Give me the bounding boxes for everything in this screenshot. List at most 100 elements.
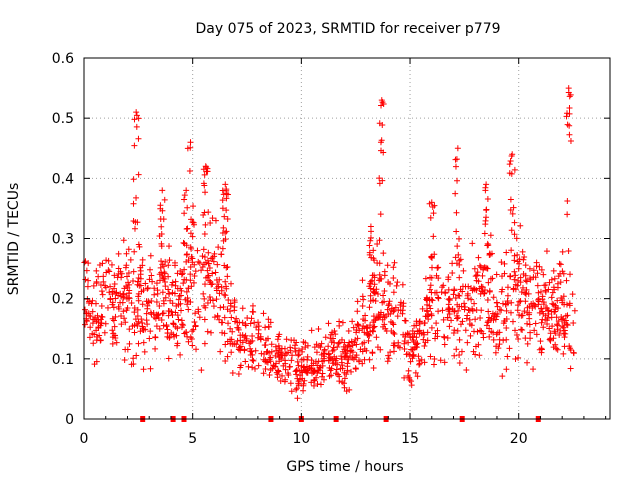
data-point: [107, 283, 114, 290]
peak-point: [452, 156, 459, 163]
data-point: [431, 355, 438, 362]
data-point: [93, 267, 100, 274]
peak-point: [201, 171, 208, 178]
peak-point: [456, 235, 463, 242]
data-point: [336, 339, 343, 346]
data-point: [424, 297, 431, 304]
data-point: [385, 355, 392, 362]
peak-point: [220, 224, 227, 231]
data-point: [174, 342, 181, 349]
data-point: [371, 323, 378, 330]
data-point: [462, 327, 469, 334]
data-point: [172, 278, 179, 285]
data-point: [425, 316, 432, 323]
data-point: [461, 300, 468, 307]
peak-point: [452, 163, 459, 170]
peak-point: [564, 121, 571, 128]
data-point: [160, 322, 167, 329]
data-point: [112, 295, 119, 302]
data-point: [414, 373, 421, 380]
data-point: [97, 337, 104, 344]
data-point: [551, 275, 558, 282]
data-point: [200, 246, 207, 253]
x-tick-label: 0: [80, 431, 89, 447]
peak-point: [183, 187, 190, 194]
data-point: [224, 273, 231, 280]
data-point: [247, 345, 254, 352]
data-point: [354, 308, 361, 315]
data-point: [123, 250, 130, 257]
data-point: [177, 351, 184, 358]
peak-point: [158, 223, 165, 230]
data-point: [204, 273, 211, 280]
data-point: [159, 310, 166, 317]
data-point: [539, 316, 546, 323]
data-point: [320, 350, 327, 357]
data-point: [465, 283, 472, 290]
data-point: [153, 280, 160, 287]
data-point: [367, 292, 374, 299]
data-point: [487, 251, 494, 258]
data-point: [415, 353, 422, 360]
data-point: [209, 255, 216, 262]
data-point: [97, 281, 104, 288]
data-point: [532, 320, 539, 327]
data-point: [178, 287, 185, 294]
data-point: [390, 329, 397, 336]
data-point: [242, 322, 249, 329]
data-point: [342, 350, 349, 357]
data-point: [472, 316, 479, 323]
data-point: [115, 265, 122, 272]
data-point: [205, 260, 212, 267]
data-point: [180, 322, 187, 329]
data-point: [166, 257, 173, 264]
data-point: [208, 281, 215, 288]
data-point: [168, 281, 175, 288]
data-point: [138, 288, 145, 295]
data-point: [534, 282, 541, 289]
data-point: [408, 382, 415, 389]
data-point: [287, 344, 294, 351]
data-point: [526, 321, 533, 328]
data-point: [169, 289, 176, 296]
data-point: [427, 282, 434, 289]
peak-point: [482, 217, 489, 224]
data-point: [183, 276, 190, 283]
data-point: [537, 338, 544, 345]
data-point: [567, 347, 574, 354]
data-point: [561, 334, 568, 341]
data-point: [457, 256, 464, 263]
data-point: [153, 299, 160, 306]
data-point: [138, 316, 145, 323]
data-point: [182, 329, 189, 336]
data-point: [93, 327, 100, 334]
data-point: [405, 339, 412, 346]
data-point: [125, 246, 132, 253]
data-point: [542, 287, 549, 294]
data-point: [493, 299, 500, 306]
data-point: [192, 322, 199, 329]
data-point: [187, 263, 194, 270]
data-point: [416, 318, 423, 325]
data-point: [123, 307, 130, 314]
data-point: [477, 327, 484, 334]
data-point: [354, 298, 361, 305]
data-point: [168, 329, 175, 336]
data-point: [178, 271, 185, 278]
axis-ticks: 0 0.1 0.2 0.3 0.4 0.5 0.6 0 5 10 15 20: [52, 51, 610, 447]
peak-point: [187, 139, 194, 146]
data-point: [187, 299, 194, 306]
data-point: [201, 295, 208, 302]
data-point: [143, 310, 150, 317]
data-point: [163, 323, 170, 330]
data-point: [504, 292, 511, 299]
data-point: [255, 319, 262, 326]
peak-point: [189, 255, 196, 262]
data-point: [239, 305, 246, 312]
data-point: [199, 264, 206, 271]
data-point: [180, 280, 187, 287]
data-point: [387, 310, 394, 317]
peak-point: [367, 223, 374, 230]
data-point: [522, 277, 529, 284]
data-point: [553, 345, 560, 352]
